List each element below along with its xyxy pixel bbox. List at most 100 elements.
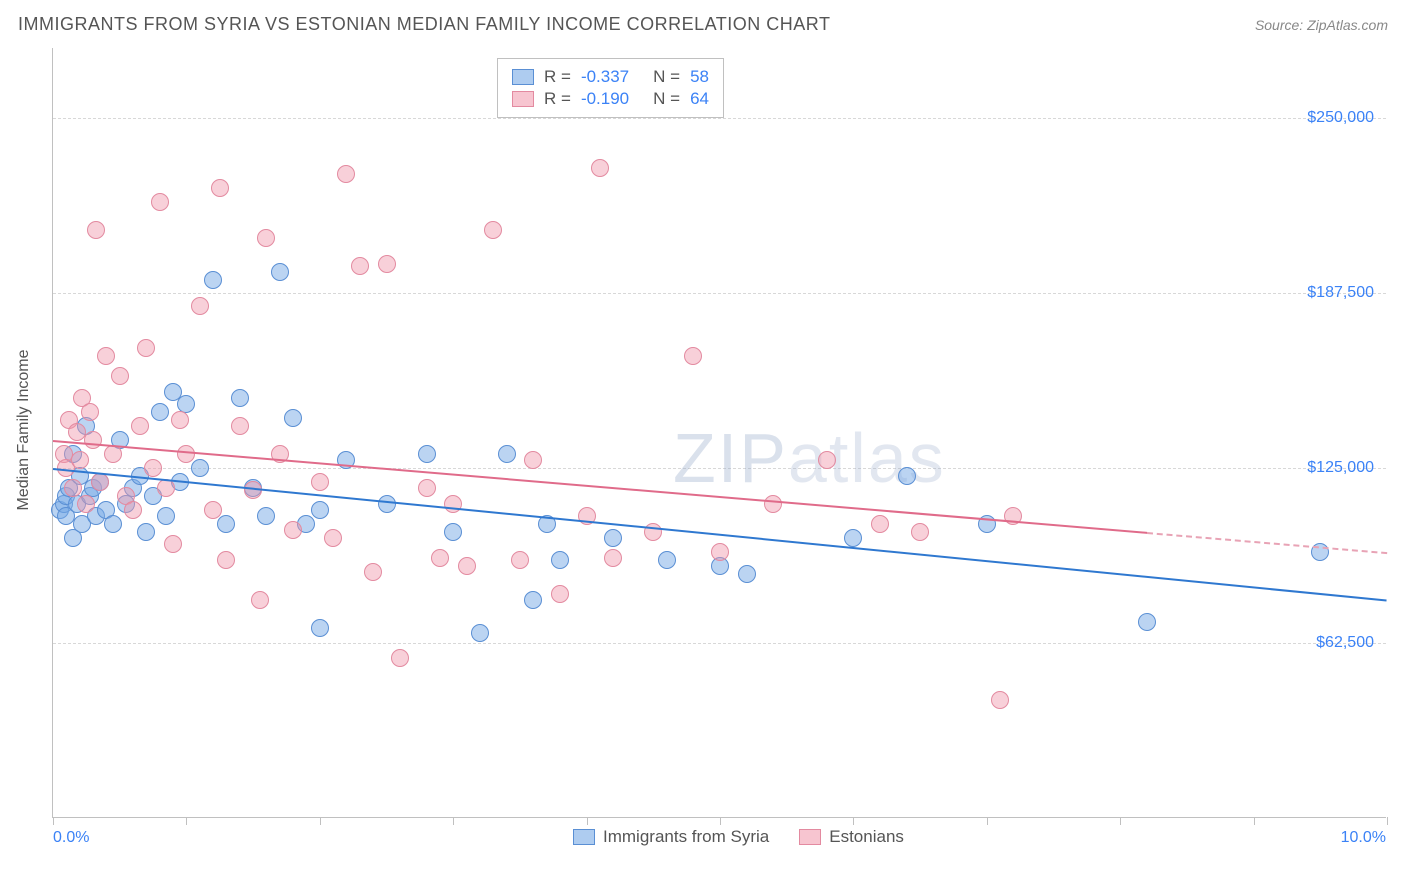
data-point — [991, 691, 1009, 709]
data-point — [418, 479, 436, 497]
data-point — [471, 624, 489, 642]
data-point — [64, 479, 82, 497]
data-point — [157, 507, 175, 525]
y-axis-title: Median Family Income — [15, 350, 33, 511]
data-point — [311, 619, 329, 637]
data-point — [251, 591, 269, 609]
data-point — [551, 585, 569, 603]
data-point — [284, 521, 302, 539]
data-point — [351, 257, 369, 275]
data-point — [164, 535, 182, 553]
data-point — [104, 445, 122, 463]
data-point — [171, 411, 189, 429]
data-point — [71, 451, 89, 469]
data-point — [498, 445, 516, 463]
data-point — [177, 445, 195, 463]
data-point — [458, 557, 476, 575]
data-point — [97, 347, 115, 365]
gridline — [53, 293, 1386, 294]
x-tick — [1254, 817, 1255, 825]
n-value: 64 — [690, 89, 709, 109]
legend-swatch — [512, 91, 534, 107]
data-point — [311, 473, 329, 491]
data-point — [104, 515, 122, 533]
data-point — [871, 515, 889, 533]
x-axis-label-right: 10.0% — [1341, 829, 1386, 847]
data-point — [177, 395, 195, 413]
data-point — [551, 551, 569, 569]
data-point — [144, 459, 162, 477]
data-point — [91, 473, 109, 491]
legend-label: Immigrants from Syria — [603, 827, 769, 847]
data-point — [151, 193, 169, 211]
y-tick-label: $250,000 — [1307, 109, 1374, 127]
data-point — [151, 403, 169, 421]
data-point — [604, 549, 622, 567]
n-label: N = — [653, 67, 680, 87]
data-point — [484, 221, 502, 239]
data-point — [87, 221, 105, 239]
source-label: Source: ZipAtlas.com — [1255, 17, 1388, 33]
legend-swatch — [799, 829, 821, 845]
x-tick — [587, 817, 588, 825]
data-point — [204, 501, 222, 519]
gridline — [53, 118, 1386, 119]
data-point — [524, 451, 542, 469]
data-point — [418, 445, 436, 463]
trend-line — [1147, 532, 1387, 554]
y-tick-label: $187,500 — [1307, 284, 1374, 302]
data-point — [764, 495, 782, 513]
correlation-legend: R =-0.337N =58R =-0.190N =64 — [497, 58, 724, 118]
data-point — [711, 543, 729, 561]
data-point — [444, 523, 462, 541]
data-point — [124, 501, 142, 519]
data-point — [378, 255, 396, 273]
data-point — [844, 529, 862, 547]
x-tick — [1120, 817, 1121, 825]
legend-item: Estonians — [799, 827, 904, 847]
data-point — [684, 347, 702, 365]
data-point — [231, 389, 249, 407]
x-tick — [186, 817, 187, 825]
data-point — [1138, 613, 1156, 631]
data-point — [231, 417, 249, 435]
data-point — [658, 551, 676, 569]
legend-row: R =-0.337N =58 — [512, 67, 709, 87]
data-point — [77, 495, 95, 513]
n-label: N = — [653, 89, 680, 109]
plot-area: $62,500$125,000$187,500$250,0000.0%10.0%… — [52, 48, 1386, 818]
x-tick — [453, 817, 454, 825]
y-tick-label: $125,000 — [1307, 459, 1374, 477]
legend-label: Estonians — [829, 827, 904, 847]
data-point — [211, 179, 229, 197]
data-point — [444, 495, 462, 513]
data-point — [378, 495, 396, 513]
x-tick — [853, 817, 854, 825]
data-point — [131, 417, 149, 435]
x-axis-label-left: 0.0% — [53, 829, 89, 847]
data-point — [604, 529, 622, 547]
data-point — [911, 523, 929, 541]
data-point — [81, 403, 99, 421]
data-point — [591, 159, 609, 177]
data-point — [137, 339, 155, 357]
x-tick — [320, 817, 321, 825]
data-point — [257, 507, 275, 525]
legend-swatch — [573, 829, 595, 845]
x-tick — [53, 817, 54, 825]
series-legend: Immigrants from Syria Estonians — [573, 827, 904, 847]
legend-row: R =-0.190N =64 — [512, 89, 709, 109]
data-point — [284, 409, 302, 427]
y-tick-label: $62,500 — [1316, 634, 1374, 652]
r-value: -0.337 — [581, 67, 629, 87]
data-point — [391, 649, 409, 667]
legend-item: Immigrants from Syria — [573, 827, 769, 847]
data-point — [738, 565, 756, 583]
data-point — [204, 271, 222, 289]
data-point — [898, 467, 916, 485]
data-point — [524, 591, 542, 609]
data-point — [364, 563, 382, 581]
x-tick — [720, 817, 721, 825]
n-value: 58 — [690, 67, 709, 87]
x-tick — [987, 817, 988, 825]
